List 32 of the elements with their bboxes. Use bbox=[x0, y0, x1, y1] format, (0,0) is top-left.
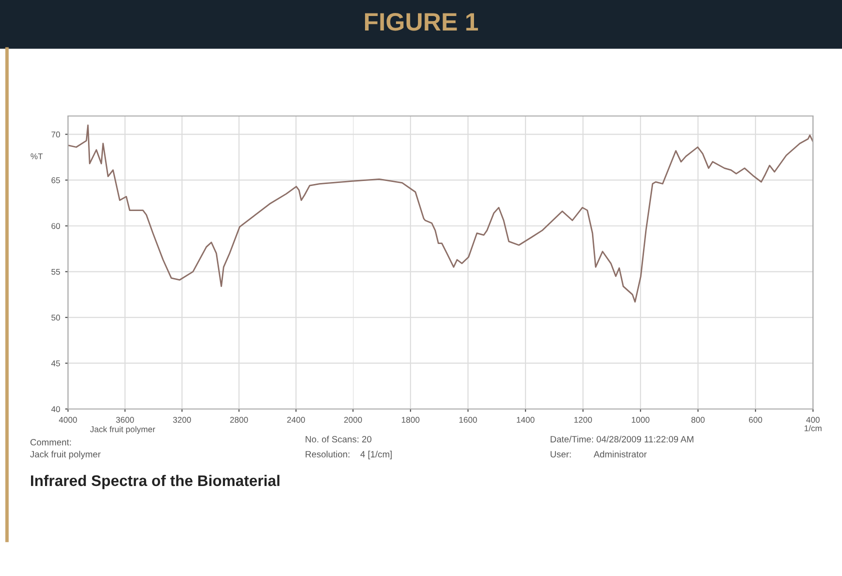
x-tick-label: 400 bbox=[806, 416, 820, 423]
x-tick-label: 3600 bbox=[116, 416, 134, 423]
text: User: Administrator bbox=[550, 450, 647, 458]
x-tick-label: 2400 bbox=[287, 416, 305, 423]
y-tick-label: 70 bbox=[52, 132, 60, 138]
x-tick-label: 1600 bbox=[459, 416, 477, 423]
text: Resolution: 4 [1/cm] bbox=[306, 450, 392, 460]
text: Jack fruit polymer bbox=[30, 450, 101, 460]
x-tick-label: 4000 bbox=[58, 416, 77, 423]
y-tick-label: 55 bbox=[51, 268, 60, 275]
y-tick-label: 40 bbox=[51, 406, 60, 412]
y-tick-label: 45 bbox=[51, 360, 60, 366]
x-tick-label: 2800 bbox=[230, 416, 248, 423]
x-tick-label: 3200 bbox=[173, 416, 191, 423]
x-tick-label: 600 bbox=[748, 416, 762, 423]
text: Infrared Spectra of the Biomaterial bbox=[31, 474, 280, 490]
chart-title: FIGURE 1 bbox=[365, 13, 478, 31]
text: Comment: bbox=[30, 439, 71, 446]
x-tick-label: 1200 bbox=[574, 416, 592, 423]
x-tick-label: 1800 bbox=[402, 416, 420, 423]
y-tick-label: 65 bbox=[52, 177, 60, 184]
y-axis-title: %T bbox=[30, 153, 43, 160]
y-tick-label: 60 bbox=[52, 223, 60, 229]
x-tick-label: 2000 bbox=[344, 416, 362, 423]
x-tick-label: 800 bbox=[691, 416, 705, 423]
text: Jack fruit polymer bbox=[90, 426, 156, 434]
text: Date/Time: 04/28/2009 11:22:09 AM bbox=[550, 436, 694, 442]
x-axis-title: 1/cm bbox=[804, 425, 822, 432]
x-tick-label: 1400 bbox=[516, 416, 534, 423]
text: No. of Scans: 20 bbox=[306, 436, 372, 442]
x-tick-label: 1000 bbox=[632, 416, 650, 423]
y-tick-label: 50 bbox=[51, 314, 60, 321]
